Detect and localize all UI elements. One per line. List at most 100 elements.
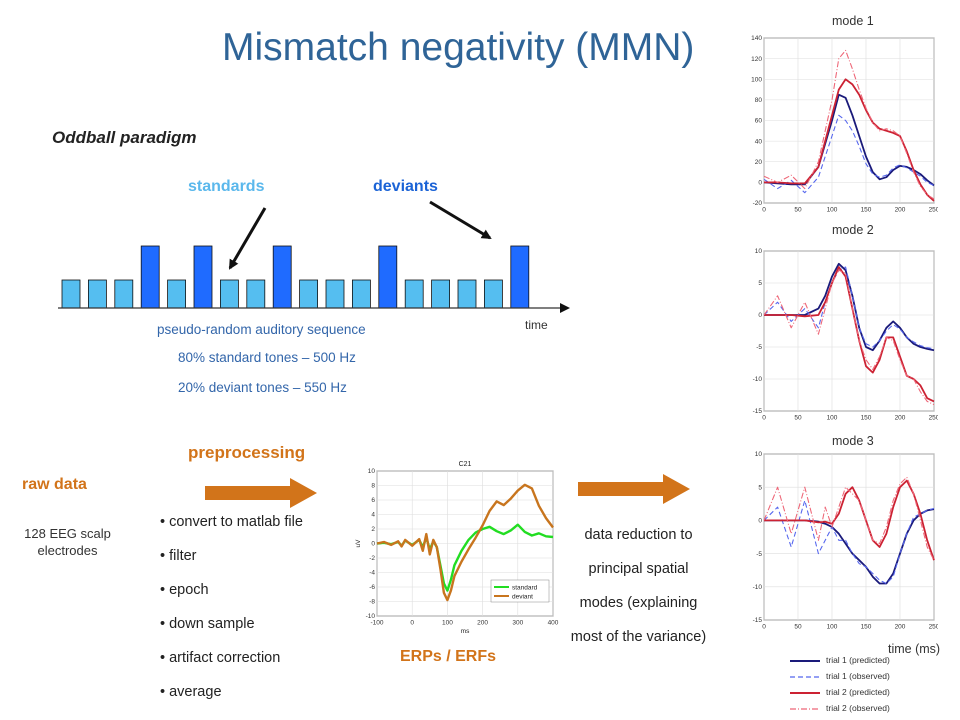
y-tick-label: 120 [751, 56, 762, 63]
x-tick-label: 200 [895, 624, 906, 631]
y-tick-label: 5 [758, 280, 762, 287]
legend-swatch [790, 676, 820, 678]
standards-label: standards [188, 178, 265, 195]
x-tick-label: 0 [410, 620, 414, 627]
legend-entry: trial 2 (observed) [790, 700, 890, 716]
x-tick-label: 0 [762, 207, 766, 214]
legend-entry: deviant [512, 594, 533, 601]
standard-tone-bar [483, 279, 503, 309]
x-tick-label: 150 [861, 415, 872, 422]
x-tick-label: 150 [861, 624, 872, 631]
time-label: time [525, 318, 548, 332]
mode-1-label: mode 1 [832, 14, 874, 28]
series-line [764, 262, 935, 352]
standard-tone-bar [61, 279, 81, 309]
y-tick-label: -15 [753, 617, 763, 624]
y-tick-label: 5 [758, 484, 762, 491]
x-axis-label: ms [461, 628, 470, 635]
x-tick-label: 250 [929, 207, 938, 214]
legend-swatch [790, 708, 820, 710]
data-reduction-text: data reduction to principal spatial mode… [570, 527, 707, 645]
oddball-heading: Oddball paradigm [52, 128, 197, 147]
x-tick-label: 100 [442, 620, 453, 627]
x-tick-label: -100 [370, 620, 383, 627]
y-tick-label: -2 [369, 555, 375, 562]
standard-tone-bar [404, 279, 424, 309]
x-tick-label: 100 [827, 415, 838, 422]
x-tick-label: 300 [512, 620, 523, 627]
mode-3-chart: 0 50 100 150 200 250 -15 -10 -5 0 5 10 [753, 451, 938, 631]
preprocessing-arrow-icon [205, 478, 317, 508]
y-tick-label: -8 [369, 599, 375, 606]
series-line [763, 114, 935, 194]
y-tick-label: 10 [368, 468, 376, 475]
x-tick-label: 250 [929, 415, 938, 422]
deviants-label: deviants [373, 178, 438, 195]
y-tick-label: -5 [756, 551, 762, 558]
electrodes-label: 128 EEG scalp electrodes [24, 526, 111, 558]
y-tick-label: 6 [371, 497, 375, 504]
preprocessing-step: • epoch [160, 582, 209, 598]
y-tick-label: 10 [755, 248, 763, 255]
y-tick-label: -10 [753, 584, 763, 591]
series-line [763, 476, 935, 561]
legend-entry: trial 2 (predicted) [790, 684, 890, 700]
deviant-tone-bar [193, 245, 213, 309]
standards-pointer-arrow [228, 207, 267, 270]
standard-tone-bar [431, 279, 451, 309]
y-tick-label: -5 [756, 344, 762, 351]
series-line [763, 269, 935, 406]
y-tick-label: 20 [755, 159, 763, 166]
preprocessing-step: • filter [160, 548, 197, 564]
x-tick-label: 100 [827, 624, 838, 631]
series-line [376, 483, 554, 602]
standard-tone-bar [325, 279, 345, 309]
legend-swatch [790, 691, 820, 694]
tone-sequence-diagram [58, 200, 570, 313]
preprocessing-step: • average [160, 684, 222, 700]
series-line [763, 49, 935, 200]
y-tick-label: 40 [755, 138, 763, 145]
preprocessing-label: preprocessing [188, 443, 306, 462]
x-tick-label: 200 [895, 415, 906, 422]
x-tick-label: 50 [794, 415, 802, 422]
standard-tone-bar [114, 279, 134, 309]
x-tick-label: 0 [762, 415, 766, 422]
y-tick-label: 60 [755, 118, 763, 125]
deviant-tone-line: 20% deviant tones – 550 Hz [178, 380, 347, 395]
series-line [764, 479, 935, 561]
preprocessing-step: • down sample [160, 616, 255, 632]
x-tick-label: 50 [794, 207, 802, 214]
mode-2-label: mode 2 [832, 223, 874, 237]
y-tick-label: 10 [755, 451, 763, 458]
standard-tone-bar [88, 279, 107, 309]
y-tick-label: 80 [755, 97, 763, 104]
raw-data-label: raw data [22, 476, 87, 493]
y-tick-label: 100 [751, 76, 762, 83]
deviant-tone-bar [510, 245, 530, 309]
mode-2-chart: 0 50 100 150 200 250 -15 -10 -5 0 5 10 [753, 248, 938, 422]
series-line [764, 266, 935, 403]
y-tick-label: -20 [753, 200, 763, 207]
y-axis-label: uV [355, 539, 362, 548]
standard-tone-bar [219, 279, 239, 309]
series-line [764, 78, 935, 202]
plot-frame [763, 250, 935, 412]
x-tick-label: 0 [762, 624, 766, 631]
y-tick-label: 0 [371, 541, 375, 548]
erps-label: ERPs / ERFs [400, 648, 497, 665]
preprocessing-step: • convert to matlab file [160, 514, 303, 530]
y-tick-label: -4 [369, 570, 375, 577]
standard-tone-bar [246, 279, 266, 309]
modes-xlabel: time (ms) [888, 642, 941, 656]
preprocessing-steps: • convert to matlab file • filter • epoch •… [160, 512, 303, 716]
standard-tone-bar [167, 279, 186, 309]
y-tick-label: -15 [753, 408, 763, 415]
x-tick-label: 150 [861, 207, 872, 214]
preprocessing-step: • artifact correction [160, 650, 281, 666]
x-tick-label: 50 [794, 624, 802, 631]
slide-title: Mismatch negativity (MMN) [222, 26, 695, 69]
mode-3-label: mode 3 [832, 434, 874, 448]
plot-frame [763, 453, 935, 621]
sequence-description: pseudo-random auditory sequence [157, 322, 366, 337]
